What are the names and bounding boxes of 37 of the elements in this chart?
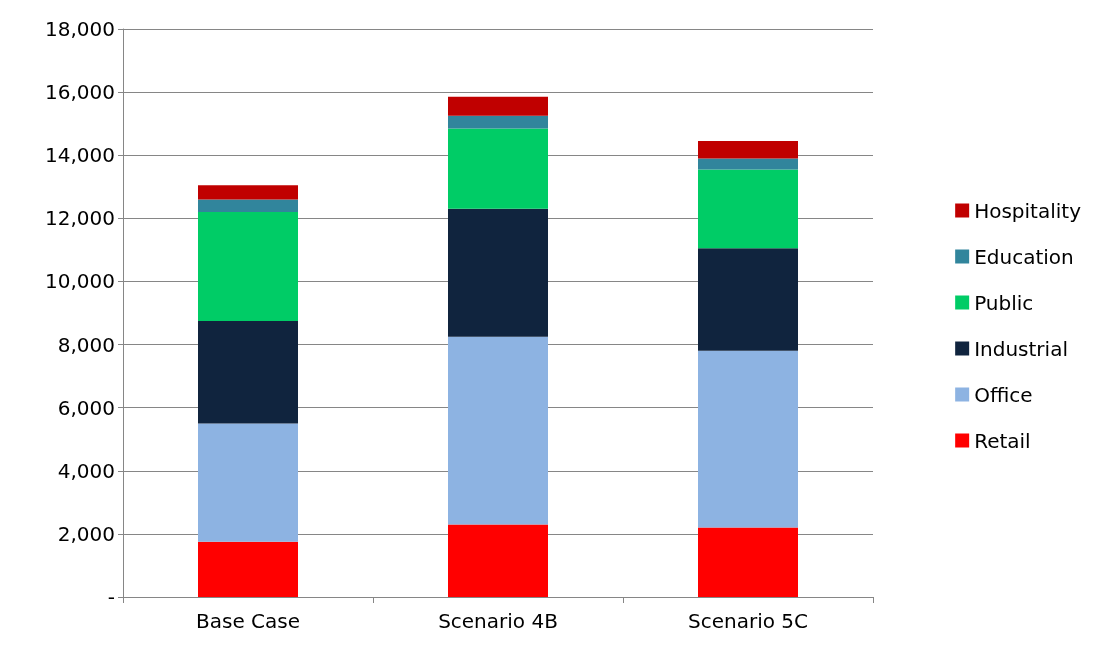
x-tick-label: Scenario 4B [438,609,558,633]
legend-label: Retail [974,428,1031,453]
bar [698,169,798,249]
y-tick-label: 12,000 [45,206,115,231]
bar [448,336,548,525]
y-tick-label: 16,000 [45,80,115,105]
bar [448,96,548,116]
bar [448,208,548,337]
x-tick-label: Base Case [195,609,301,633]
bar [448,524,548,597]
y-tick-label: 6,000 [57,395,115,420]
legend-label: Hospitality [974,198,1082,223]
bar [698,350,798,528]
bar [198,212,298,321]
y-tick-label: 10,000 [45,269,115,294]
y-tick-label: - [107,585,115,609]
y-tick-label: 8,000 [57,332,115,357]
bar [198,541,298,597]
legend-label: Industrial [974,336,1068,361]
y-tick-label: 2,000 [57,521,115,546]
bar [198,423,298,542]
bar [198,320,298,424]
x-tick-label: Scenario 5C [688,609,808,633]
bar [698,158,798,170]
bar [198,185,298,200]
y-tick-label: 4,000 [57,458,115,483]
y-tick-label: 14,000 [45,143,115,168]
bar [198,199,298,213]
bar [448,115,548,129]
bar [448,128,548,209]
y-tick-label: 18,000 [45,17,115,41]
bar [698,527,798,597]
legend-label: Public [974,290,1034,315]
bar [698,248,798,351]
legend-label: Office [974,382,1033,407]
bar [698,141,798,159]
legend-label: Education [974,244,1074,269]
